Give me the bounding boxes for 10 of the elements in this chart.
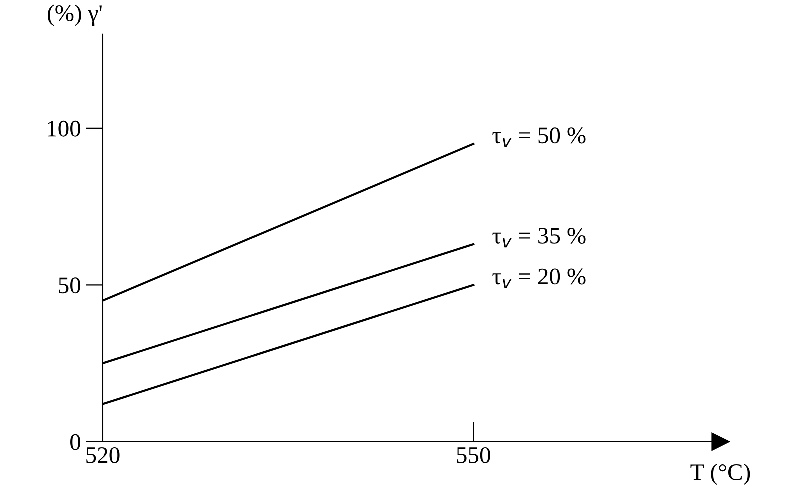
y-tick-label: 50: [59, 278, 81, 294]
series-label: τ$_{v}$ = 35 %: [492, 228, 586, 248]
y-tick-label: 100: [48, 120, 81, 137]
x-tick-label: 520: [86, 447, 120, 464]
x-axis-title: T (°C): [690, 464, 750, 486]
y-axis-title: (%) γ': [48, 4, 102, 26]
y-tick-label: 0: [70, 434, 81, 450]
x-tick-label: 550: [457, 447, 490, 464]
series-label: τ$_{v}$ = 20 %: [492, 268, 586, 288]
series-label: τ$_{v}$ = 50 %: [492, 128, 586, 148]
